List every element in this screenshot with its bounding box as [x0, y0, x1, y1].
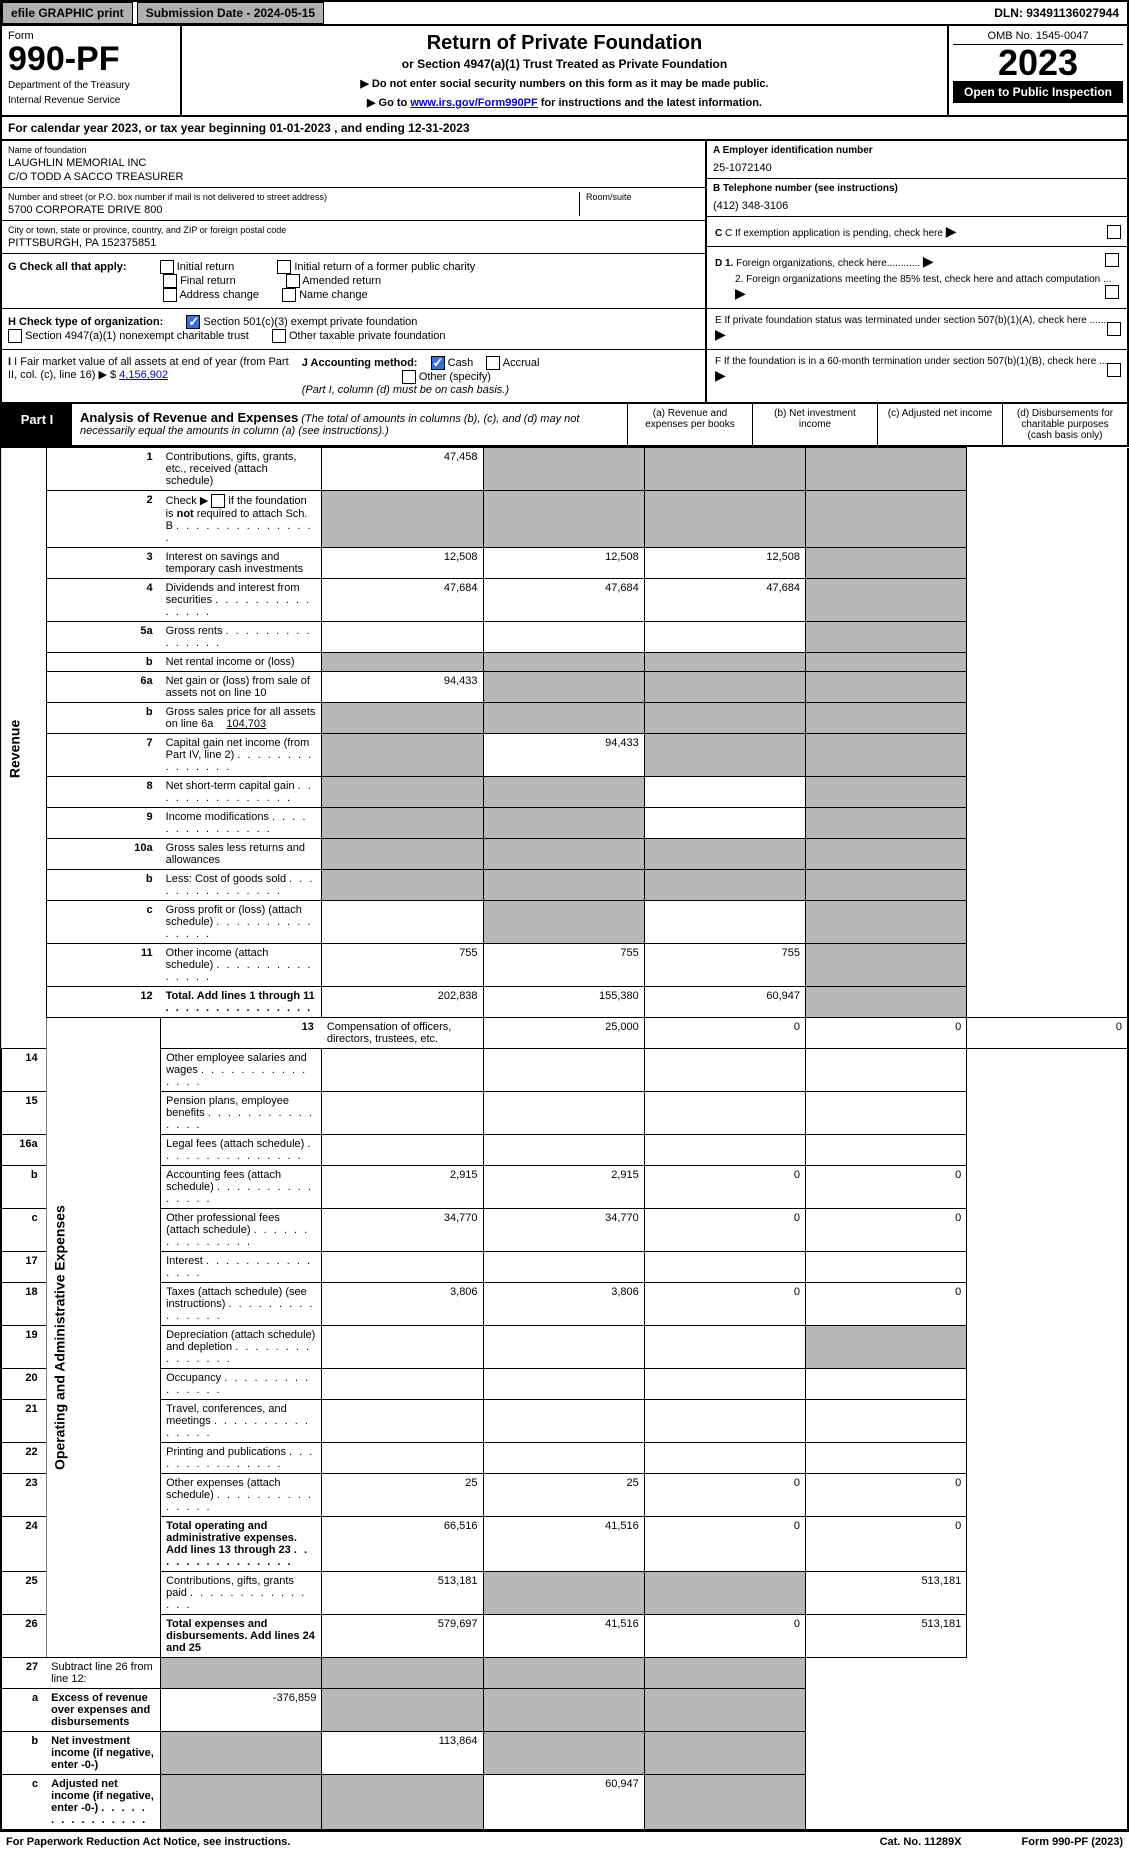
submission-date: Submission Date - 2024-05-15 — [137, 2, 324, 24]
cb-4947a1[interactable] — [8, 329, 22, 343]
efile-print-button[interactable]: efile GRAPHIC print — [2, 2, 133, 24]
part1-desc: Analysis of Revenue and Expenses (The to… — [72, 404, 627, 445]
fmv-value[interactable]: 4,156,902 — [119, 369, 168, 381]
footer: For Paperwork Reduction Act Notice, see … — [0, 1831, 1129, 1852]
cb-initial-former[interactable] — [277, 260, 291, 274]
ein-cell: A Employer identification number 25-1072… — [707, 141, 1127, 179]
irs-label: Internal Revenue Service — [8, 95, 174, 106]
cb-other-taxable[interactable] — [272, 329, 286, 343]
address-cell: Number and street (or P.O. box number if… — [2, 188, 705, 221]
form-ref: Form 990-PF (2023) — [1022, 1836, 1123, 1848]
cb-accrual[interactable] — [486, 356, 500, 370]
cb-terminated[interactable] — [1107, 322, 1121, 336]
header-center: Return of Private Foundation or Section … — [182, 26, 947, 115]
tax-year: 2023 — [953, 45, 1123, 81]
cb-cash[interactable] — [431, 356, 445, 370]
info-right: A Employer identification number 25-1072… — [707, 141, 1127, 402]
expenses-side-label: Operating and Administrative Expenses — [46, 1018, 160, 1658]
form-title: Return of Private Foundation — [188, 32, 941, 55]
header-left: Form 990-PF Department of the Treasury I… — [2, 26, 182, 115]
cb-address-change[interactable] — [163, 288, 177, 302]
open-public-badge: Open to Public Inspection — [953, 81, 1123, 103]
phone-cell: B Telephone number (see instructions) (4… — [707, 179, 1127, 217]
form-header: Form 990-PF Department of the Treasury I… — [0, 26, 1129, 117]
section-c: C C If exemption application is pending,… — [707, 217, 1127, 247]
col-c-header: (c) Adjusted net income — [877, 404, 1002, 445]
cb-final-return[interactable] — [163, 274, 177, 288]
foundation-name-cell: Name of foundation LAUGHLIN MEMORIAL INC… — [2, 141, 705, 188]
section-i: I I Fair market value of all assets at e… — [2, 350, 705, 402]
col-a-header: (a) Revenue and expenses per books — [627, 404, 752, 445]
cb-exemption-pending[interactable] — [1107, 225, 1121, 239]
form-subtitle: or Section 4947(a)(1) Trust Treated as P… — [188, 57, 941, 71]
instruction-2: ▶ Go to www.irs.gov/Form990PF for instru… — [188, 96, 941, 109]
section-d: D 1. Foreign organizations, check here..… — [707, 247, 1127, 309]
cb-sch-b[interactable] — [211, 494, 225, 508]
cb-amended[interactable] — [286, 274, 300, 288]
cat-no: Cat. No. 11289X — [880, 1836, 962, 1848]
cb-foreign-org[interactable] — [1105, 253, 1119, 267]
part1-label: Part I — [2, 404, 72, 445]
col-b-header: (b) Net investment income — [752, 404, 877, 445]
city-cell: City or town, state or province, country… — [2, 221, 705, 254]
cb-other-method[interactable] — [402, 370, 416, 384]
cb-initial-return[interactable] — [160, 260, 174, 274]
part1-header: Part I Analysis of Revenue and Expenses … — [0, 404, 1129, 447]
info-grid: Name of foundation LAUGHLIN MEMORIAL INC… — [0, 141, 1129, 404]
header-right: OMB No. 1545-0047 2023 Open to Public In… — [947, 26, 1127, 115]
col-d-header: (d) Disbursements for charitable purpose… — [1002, 404, 1127, 445]
cb-name-change[interactable] — [282, 288, 296, 302]
revenue-side-label: Revenue — [1, 448, 46, 1049]
section-h: H Check type of organization: Section 50… — [2, 309, 705, 350]
dln: DLN: 93491136027944 — [986, 3, 1127, 23]
section-f: F If the foundation is in a 60-month ter… — [707, 350, 1127, 390]
calendar-year-row: For calendar year 2023, or tax year begi… — [0, 117, 1129, 141]
form-number: 990-PF — [8, 42, 174, 76]
instruction-1: ▶ Do not enter social security numbers o… — [188, 77, 941, 90]
cb-foreign-85[interactable] — [1105, 285, 1119, 299]
section-e: E If private foundation status was termi… — [707, 309, 1127, 350]
cb-60month[interactable] — [1107, 363, 1121, 377]
section-g: G Check all that apply: Initial return I… — [2, 254, 705, 309]
irs-link[interactable]: www.irs.gov/Form990PF — [410, 97, 537, 109]
dept-treasury: Department of the Treasury — [8, 80, 174, 91]
info-left: Name of foundation LAUGHLIN MEMORIAL INC… — [2, 141, 707, 402]
cb-501c3[interactable] — [186, 315, 200, 329]
lines-table: Revenue 1Contributions, gifts, grants, e… — [0, 447, 1129, 1831]
paperwork-notice: For Paperwork Reduction Act Notice, see … — [6, 1836, 290, 1848]
top-bar: efile GRAPHIC print Submission Date - 20… — [0, 0, 1129, 26]
